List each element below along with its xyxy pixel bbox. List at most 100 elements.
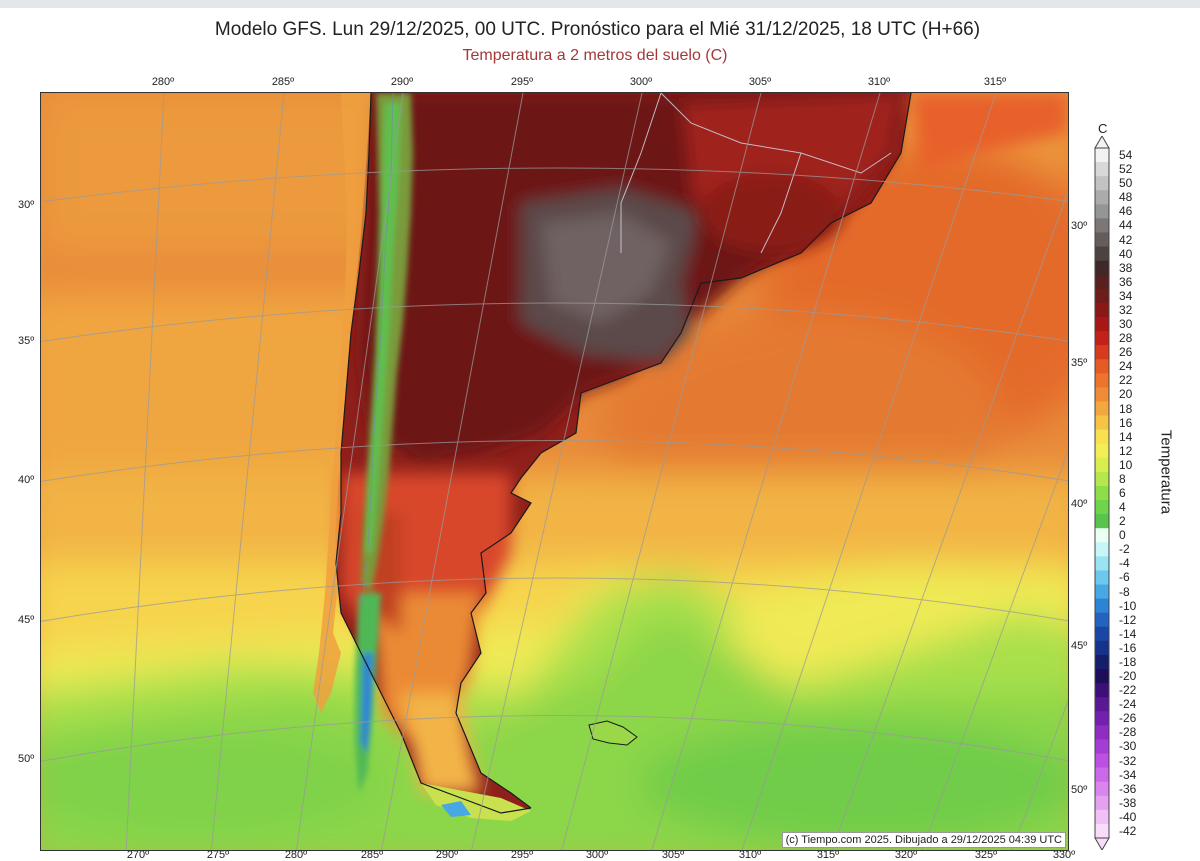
- lon-label-top: 310º: [867, 76, 891, 88]
- lon-label-top: 315º: [983, 76, 1007, 88]
- lat-label-right: 35º: [1071, 357, 1088, 369]
- colorbar-segment: [1095, 823, 1109, 839]
- colorbar-tick-label: -10: [1119, 598, 1137, 613]
- colorbar-segment: [1095, 302, 1109, 318]
- colorbar-tick-label: -40: [1119, 809, 1137, 824]
- colorbar-tick-label: 54: [1119, 148, 1133, 163]
- colorbar-tick-label: -20: [1119, 669, 1137, 684]
- colorbar-unit: C: [1098, 121, 1108, 136]
- colorbar-tick-label: 14: [1119, 429, 1133, 444]
- colorbar-tick-label: -42: [1119, 823, 1137, 838]
- lat-label-left: 50º: [18, 753, 35, 765]
- colorbar-segment: [1095, 697, 1109, 712]
- colorbar-tick-label: 6: [1119, 486, 1126, 500]
- colorbar-tick-label: -36: [1119, 781, 1137, 796]
- colorbar-tick-label: -38: [1119, 795, 1137, 810]
- colorbar-segment: [1095, 274, 1109, 290]
- colorbar-tick-label: 32: [1119, 302, 1133, 317]
- colorbar-segment: [1095, 471, 1109, 487]
- colorbar-segment: [1095, 415, 1109, 431]
- colorbar-segment: [1095, 669, 1109, 684]
- colorbar-arrow-up: [1094, 136, 1110, 149]
- colorbar-tick-label: -24: [1119, 697, 1137, 712]
- colorbar-segment: [1095, 598, 1109, 614]
- colorbar-tick-label: 36: [1119, 274, 1133, 289]
- lat-label-right: 30º: [1071, 220, 1088, 232]
- colorbar-segment: [1095, 485, 1109, 501]
- colorbar-segment: [1095, 260, 1109, 276]
- colorbar-tick-label: -32: [1119, 753, 1137, 768]
- colorbar-tick-label: 26: [1119, 345, 1133, 360]
- colorbar-tick-label: 8: [1119, 471, 1126, 486]
- colorbar-tick-label: -6: [1119, 570, 1130, 585]
- colorbar-tick-label: 10: [1119, 457, 1133, 472]
- colorbar-segment: [1095, 148, 1109, 163]
- colorbar-tick-label: 2: [1119, 514, 1126, 529]
- colorbar-tick-label: -34: [1119, 767, 1137, 782]
- colorbar-tick-label: -2: [1119, 542, 1130, 557]
- colorbar-tick-label: 18: [1119, 401, 1133, 416]
- colorbar-segment: [1095, 683, 1109, 698]
- temperature-map: (c) Tiempo.com 2025. Dibujado a 29/12/20…: [40, 92, 1069, 851]
- colorbar: [1094, 136, 1110, 850]
- colorbar-segment: [1095, 359, 1109, 374]
- colorbar-tick-label: 4: [1119, 500, 1126, 515]
- colorbar-segment: [1095, 542, 1109, 557]
- colorbar-segment: [1095, 331, 1109, 346]
- lat-label-left: 35º: [18, 335, 35, 347]
- colorbar-tick-label: 24: [1119, 359, 1133, 374]
- colorbar-segment: [1095, 654, 1109, 670]
- lat-label-right: 40º: [1071, 498, 1088, 510]
- colorbar-tick-label: 12: [1119, 443, 1133, 458]
- colorbar-tick-label: 28: [1119, 331, 1133, 346]
- colorbar-tick-label: -4: [1119, 556, 1130, 571]
- colorbar-tick-label: 48: [1119, 190, 1133, 205]
- lat-label-left: 45º: [18, 614, 35, 626]
- colorbar-tick-label: 46: [1119, 204, 1133, 219]
- colorbar-tick-label: -16: [1119, 640, 1137, 655]
- colorbar-segment: [1095, 401, 1109, 417]
- colorbar-segment: [1095, 288, 1109, 304]
- colorbar-segment: [1095, 739, 1109, 755]
- colorbar-segment: [1095, 316, 1109, 332]
- colorbar-segment: [1095, 753, 1109, 769]
- colorbar-segment: [1095, 232, 1109, 248]
- lon-label-top: 295º: [510, 76, 534, 88]
- colorbar-segment: [1095, 190, 1109, 205]
- colorbar-segment: [1095, 640, 1109, 656]
- colorbar-segment: [1095, 556, 1109, 571]
- colorbar-segment: [1095, 176, 1109, 191]
- colorbar-tick-label: 34: [1119, 288, 1133, 303]
- colorbar-tick-label: 16: [1119, 415, 1133, 430]
- colorbar-tick-label: 42: [1119, 232, 1133, 247]
- lat-label-left: 40º: [18, 474, 35, 486]
- lon-label-top: 285º: [271, 76, 295, 88]
- chart-subtitle: Temperatura a 2 metros del suelo (C): [462, 47, 728, 64]
- colorbar-tick-label: -28: [1119, 725, 1137, 740]
- lat-label-right: 45º: [1071, 640, 1088, 652]
- colorbar-segment: [1095, 218, 1109, 233]
- lon-label-top: 305º: [748, 76, 772, 88]
- colorbar-segment: [1095, 514, 1109, 529]
- credit-label: (c) Tiempo.com 2025. Dibujado a 29/12/20…: [781, 832, 1066, 848]
- colorbar-segment: [1095, 373, 1109, 388]
- colorbar-segment: [1095, 528, 1109, 543]
- colorbar-tick-label: 38: [1119, 260, 1133, 275]
- colorbar-tick-label: 22: [1119, 373, 1133, 388]
- colorbar-tick-label: 30: [1119, 317, 1133, 332]
- colorbar-segment: [1095, 809, 1109, 825]
- colorbar-tick-label: -14: [1119, 626, 1137, 641]
- lon-label-top: 290º: [390, 76, 414, 88]
- lat-label-right: 50º: [1071, 784, 1088, 796]
- colorbar-segment: [1095, 781, 1109, 797]
- lon-label-top: 300º: [629, 76, 653, 88]
- colorbar-tick-label: -18: [1119, 654, 1137, 669]
- colorbar-tick-label: -12: [1119, 612, 1137, 627]
- colorbar-segment: [1095, 387, 1109, 402]
- colorbar-segment: [1095, 570, 1109, 586]
- colorbar-segment: [1095, 725, 1109, 740]
- colorbar-segment: [1095, 626, 1109, 642]
- colorbar-segment: [1095, 584, 1109, 600]
- colorbar-segment: [1095, 204, 1109, 219]
- colorbar-segment: [1095, 345, 1109, 360]
